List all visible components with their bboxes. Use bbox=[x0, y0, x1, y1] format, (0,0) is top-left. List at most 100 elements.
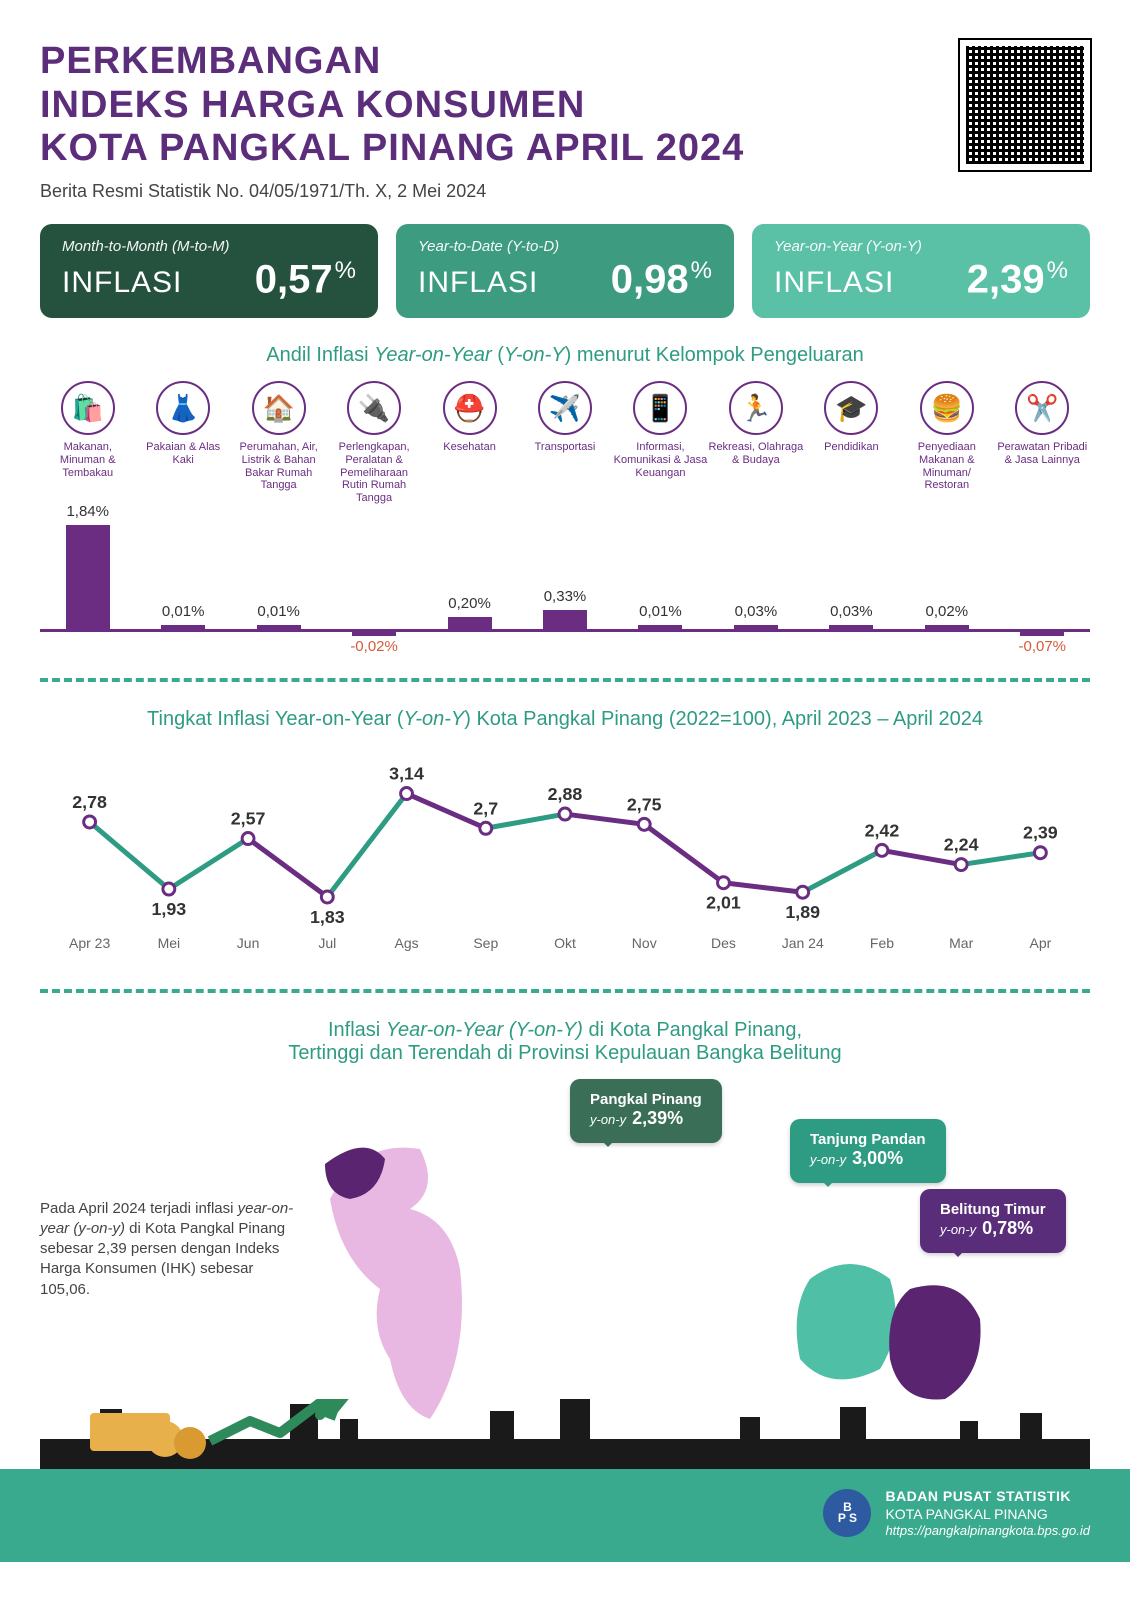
line-value: 2,57 bbox=[231, 808, 266, 828]
bar-chart: 🛍️ Makanan, Minuman & Tembakau👗 Pakaian … bbox=[40, 381, 1090, 663]
bar-value: 0,01% bbox=[613, 603, 708, 620]
map-callout: Pangkal Pinang y-on-y2,39% bbox=[570, 1079, 722, 1143]
line-point bbox=[84, 816, 96, 828]
stat-label: INFLASI bbox=[62, 266, 182, 300]
category-cell: ✂️ Perawatan Pribadi & Jasa Lainnya bbox=[995, 381, 1090, 504]
map-area: Pangkal Pinang y-on-y2,39% Tanjung Pandan… bbox=[310, 1079, 1090, 1439]
page-title: PERKEMBANGANINDEKS HARGA KONSUMENKOTA PA… bbox=[40, 40, 744, 171]
bar-rect bbox=[1020, 632, 1064, 636]
category-name: Kesehatan bbox=[422, 441, 517, 497]
line-segment bbox=[723, 882, 802, 891]
line-value: 3,14 bbox=[389, 763, 424, 783]
title-block: PERKEMBANGANINDEKS HARGA KONSUMENKOTA PA… bbox=[40, 40, 744, 202]
line-value: 2,75 bbox=[627, 794, 662, 814]
map-callout: Belitung Timur y-on-y0,78% bbox=[920, 1189, 1066, 1253]
category-name: Makanan, Minuman & Tembakau bbox=[40, 441, 135, 497]
bar-rect bbox=[543, 610, 587, 629]
line-value: 2,39 bbox=[1023, 822, 1058, 842]
bps-logo-icon: BP S bbox=[823, 1489, 871, 1537]
category-cell: 👗 Pakaian & Alas Kaki bbox=[135, 381, 230, 504]
category-icon: ✂️ bbox=[1015, 381, 1069, 435]
stat-card: Year-to-Date (Y-to-D) INFLASI 0,98% bbox=[396, 224, 734, 318]
map-row: Pada April 2024 terjadi inflasi year-on-… bbox=[40, 1079, 1090, 1439]
callout-value: y-on-y2,39% bbox=[590, 1108, 702, 1129]
month-label: Jan 24 bbox=[763, 935, 842, 951]
category-name: Transportasi bbox=[517, 441, 612, 497]
bar-value: 0,01% bbox=[231, 603, 326, 620]
bar-rect bbox=[829, 625, 873, 629]
line-value: 1,89 bbox=[785, 902, 820, 922]
category-icon: 🏠 bbox=[252, 381, 306, 435]
bar-rect bbox=[66, 525, 110, 629]
line-chart: 2,781,932,571,833,142,72,882,752,011,892… bbox=[40, 745, 1090, 975]
category-name: Pendidikan bbox=[804, 441, 899, 497]
category-cell: 🎓 Pendidikan bbox=[804, 381, 899, 504]
divider bbox=[40, 678, 1090, 682]
bar-rect bbox=[925, 625, 969, 629]
category-icon: 🏃 bbox=[729, 381, 783, 435]
category-cell: 📱 Informasi, Komunikasi & Jasa Keuangan bbox=[613, 381, 708, 504]
category-name: Penyediaan Makanan & Minuman/ Restoran bbox=[899, 441, 994, 497]
category-name: Rekreasi, Olahraga & Budaya bbox=[708, 441, 803, 497]
category-icon: 🎓 bbox=[824, 381, 878, 435]
bar-rect bbox=[161, 625, 205, 629]
stat-card: Month-to-Month (M-to-M) INFLASI 0,57% bbox=[40, 224, 378, 318]
bar-section-title: Andil Inflasi Year-on-Year (Y-on-Y) menu… bbox=[40, 344, 1090, 367]
category-name: Pakaian & Alas Kaki bbox=[135, 441, 230, 497]
category-name: Perlengkapan, Peralatan & Pemeliharaan R… bbox=[326, 441, 421, 504]
line-point bbox=[876, 844, 888, 856]
category-icon: 👗 bbox=[156, 381, 210, 435]
bar-rect bbox=[448, 617, 492, 628]
month-label: Sep bbox=[446, 935, 525, 951]
category-icons: 🛍️ Makanan, Minuman & Tembakau👗 Pakaian … bbox=[40, 381, 1090, 504]
stat-top: Year-on-Year (Y-on-Y) bbox=[774, 238, 1068, 255]
bar-rect bbox=[257, 625, 301, 629]
line-point bbox=[401, 787, 413, 799]
line-segment bbox=[248, 838, 327, 896]
line-segment bbox=[327, 793, 406, 896]
month-label: Ags bbox=[367, 935, 446, 951]
line-point bbox=[1034, 846, 1046, 858]
bar-value: 0,01% bbox=[135, 603, 230, 620]
line-section-title: Tingkat Inflasi Year-on-Year (Y-on-Y) Ko… bbox=[40, 708, 1090, 731]
category-name: Perawatan Pribadi & Jasa Lainnya bbox=[995, 441, 1090, 497]
bar-value: 0,03% bbox=[804, 603, 899, 620]
line-segment bbox=[90, 822, 169, 889]
stat-cards: Month-to-Month (M-to-M) INFLASI 0,57% Ye… bbox=[40, 224, 1090, 318]
month-label: Okt bbox=[525, 935, 604, 951]
bar-area: 1,84%0,01%0,01%-0,02%0,20%0,33%0,01%0,03… bbox=[40, 509, 1090, 664]
line-value: 2,24 bbox=[944, 834, 979, 854]
category-cell: ✈️ Transportasi bbox=[517, 381, 612, 504]
infographic-page: PERKEMBANGANINDEKS HARGA KONSUMENKOTA PA… bbox=[0, 0, 1130, 1469]
line-point bbox=[638, 818, 650, 830]
line-segment bbox=[644, 824, 723, 882]
category-cell: 🏠 Perumahan, Air, Listrik & Bahan Bakar … bbox=[231, 381, 326, 504]
callout-name: Pangkal Pinang bbox=[590, 1091, 702, 1108]
map-callout: Tanjung Pandan y-on-y3,00% bbox=[790, 1119, 946, 1183]
bar-rect bbox=[734, 625, 778, 629]
line-point bbox=[321, 891, 333, 903]
line-point bbox=[718, 876, 730, 888]
line-point bbox=[242, 832, 254, 844]
line-value: 2,78 bbox=[72, 791, 107, 811]
header: PERKEMBANGANINDEKS HARGA KONSUMENKOTA PA… bbox=[40, 40, 1090, 202]
category-icon: 🍔 bbox=[920, 381, 974, 435]
bar-value: 1,84% bbox=[40, 503, 135, 520]
qr-code-icon bbox=[960, 40, 1090, 170]
month-label: Jul bbox=[288, 935, 367, 951]
bar-baseline bbox=[40, 629, 1090, 632]
footer-org: BADAN PUSAT STATISTIK bbox=[885, 1487, 1090, 1505]
category-icon: ✈️ bbox=[538, 381, 592, 435]
category-icon: 📱 bbox=[633, 381, 687, 435]
line-value: 2,01 bbox=[706, 892, 741, 912]
footer: BP S BADAN PUSAT STATISTIK KOTA PANGKAL … bbox=[0, 1469, 1130, 1562]
bar-value: 0,02% bbox=[899, 603, 994, 620]
footer-city: KOTA PANGKAL PINANG bbox=[885, 1505, 1090, 1523]
line-segment bbox=[169, 838, 248, 889]
line-svg: 2,781,932,571,833,142,72,882,752,011,892… bbox=[50, 745, 1080, 935]
stat-value: 0,57% bbox=[255, 257, 356, 302]
category-name: Perumahan, Air, Listrik & Bahan Bakar Ru… bbox=[231, 441, 326, 497]
category-cell: ⛑️ Kesehatan bbox=[422, 381, 517, 504]
bar-value: 0,20% bbox=[422, 595, 517, 612]
line-value: 1,83 bbox=[310, 906, 345, 926]
